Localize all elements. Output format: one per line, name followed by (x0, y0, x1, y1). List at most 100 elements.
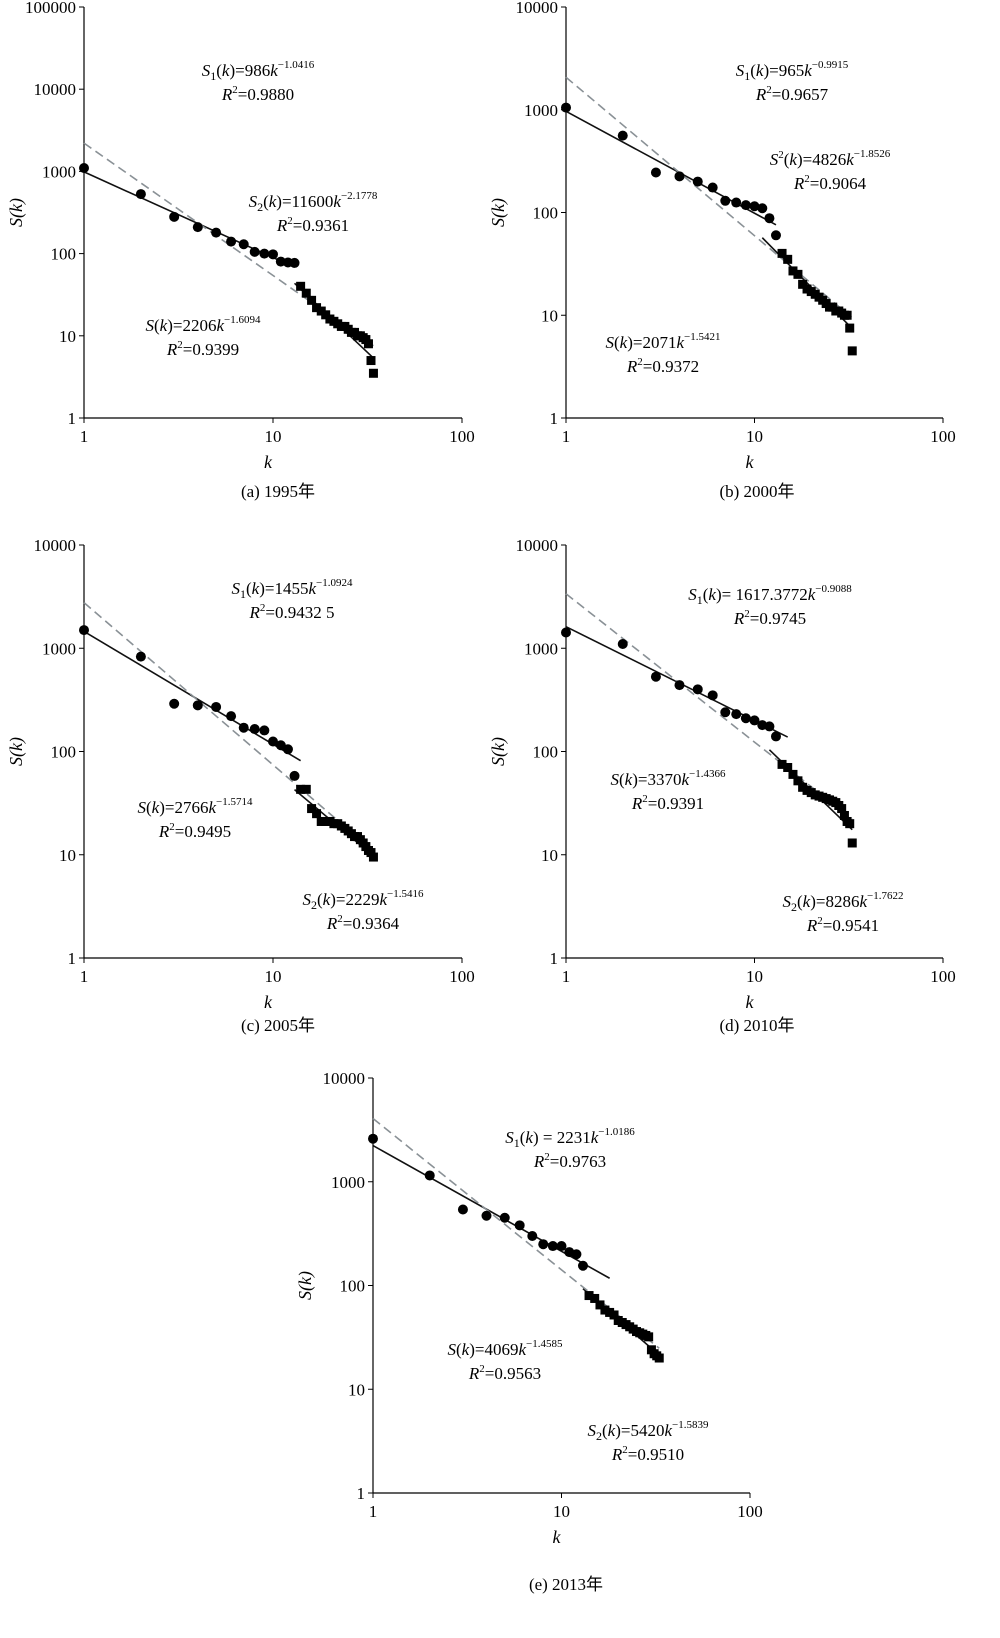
fit-overall-equation: S(k)=2071k−1.5421 (606, 331, 721, 352)
data-point-circle (577, 1260, 588, 1271)
data-point-circle (731, 709, 742, 720)
data-point-circle (617, 130, 628, 141)
eq-symbol: S (146, 316, 155, 335)
eq-k: k (518, 1340, 526, 1359)
data-point-square (783, 762, 793, 772)
data-point-square (644, 1332, 654, 1342)
eq-exponent: −1.4366 (689, 768, 726, 780)
data-point-square (301, 288, 311, 298)
data-point-square (842, 310, 852, 320)
x-tick-label: 100 (449, 967, 475, 986)
eq-r2-value: =0.9432 5 (265, 603, 334, 622)
y-axis-label: S(k) (488, 737, 509, 766)
x-tick-label: 100 (930, 427, 956, 446)
fit-overall-equation: S(k)=4069k−1.4585 (448, 1338, 563, 1359)
eq-equals: )= (159, 798, 174, 817)
eq-k: k (252, 579, 260, 598)
x-tick-label: 100 (737, 1502, 763, 1521)
eq-coefficient: 8286 (825, 892, 859, 911)
eq-symbol: S (232, 579, 241, 598)
eq-r-superscript: 2 (637, 356, 643, 368)
eq-exponent: −1.7622 (867, 890, 903, 902)
eq-coefficient: 11600 (292, 192, 334, 211)
eq-r: R (626, 357, 638, 376)
eq-k: k (152, 798, 160, 817)
y-tick-label: 10 (59, 327, 76, 346)
eq-exponent: −1.8526 (854, 148, 891, 160)
y-tick-label: 1 (550, 409, 559, 428)
eq-paren-open: ( (619, 770, 625, 789)
eq-r2-value: =0.9399 (183, 340, 239, 359)
eq-r-superscript: 2 (744, 608, 750, 620)
eq-r2-value: =0.9541 (823, 916, 879, 935)
eq-subscript: 1 (514, 1136, 520, 1150)
data-point-square (788, 769, 798, 779)
eq-r: R (631, 794, 643, 813)
fit-overall-r2: R2=0.9391 (631, 793, 704, 813)
x-tick-label: 1 (80, 967, 89, 986)
eq-k: k (625, 770, 633, 789)
data-point-square (777, 248, 787, 258)
eq-r: R (276, 216, 288, 235)
data-point-square (312, 809, 322, 819)
eq-symbol: S (138, 798, 147, 817)
data-point-circle (211, 701, 222, 712)
data-point-circle (527, 1230, 538, 1241)
eq-r-superscript: 2 (766, 84, 772, 96)
fit-s1-equation: S1(k) = 2231k−1.0186 (505, 1126, 635, 1150)
y-axis-label: S(k) (295, 1271, 316, 1300)
fit-s1-r2: R2=0.9745 (733, 608, 806, 628)
data-point-square (847, 346, 857, 356)
data-point-square (307, 295, 317, 305)
chart-caption: (a) 1995年 (241, 482, 315, 501)
y-tick-label: 1000 (524, 639, 558, 658)
eq-r2-value: =0.9361 (293, 216, 349, 235)
eq-r-superscript: 2 (232, 84, 238, 96)
eq-paren-open: ( (216, 61, 222, 80)
fit-s2-r2: R2=0.9361 (276, 215, 349, 235)
data-point-circle (740, 200, 751, 211)
x-tick-label: 1 (369, 1502, 378, 1521)
eq-equals: )= (167, 316, 182, 335)
fit-s2-r2: R2=0.9541 (806, 915, 879, 935)
data-point-circle (226, 236, 237, 247)
data-point-circle (268, 249, 278, 260)
eq-k: k (859, 892, 867, 911)
eq-coefficient: 5420 (630, 1421, 664, 1440)
eq-r: R (326, 914, 338, 933)
eq-paren-open: ( (456, 1340, 462, 1359)
y-tick-label: 10 (348, 1380, 365, 1399)
data-point-circle (79, 162, 89, 173)
data-point-circle (749, 715, 760, 726)
x-tick-label: 1 (80, 427, 89, 446)
eq-equals: )= (797, 150, 812, 169)
data-point-circle (135, 189, 146, 200)
data-point-square (777, 759, 787, 769)
eq-symbol: S (448, 1340, 457, 1359)
data-point-square (368, 852, 378, 862)
eq-coefficient: 2071 (642, 333, 676, 352)
eq-subscript: 2 (257, 200, 263, 214)
y-tick-label: 10 (59, 846, 76, 865)
eq-paren-open: ( (154, 316, 160, 335)
eq-coefficient: 2766 (174, 798, 208, 817)
data-point-square (366, 356, 376, 366)
eq-paren-open: ( (784, 150, 790, 169)
eq-r: R (733, 609, 745, 628)
data-point-circle (135, 651, 146, 662)
data-point-circle (192, 222, 203, 233)
eq-exponent: −1.5839 (672, 1419, 709, 1431)
eq-k: k (269, 192, 277, 211)
data-point-circle (238, 239, 249, 250)
eq-paren-open: ( (146, 798, 152, 817)
eq-k: k (708, 585, 716, 604)
eq-exponent: −1.6094 (224, 314, 261, 326)
eq-r-superscript: 2 (817, 915, 823, 927)
eq-symbol: S (303, 890, 312, 909)
eq-r2-value: =0.9880 (238, 85, 294, 104)
eq-r-superscript: 2 (337, 913, 343, 925)
data-point-circle (282, 744, 293, 755)
